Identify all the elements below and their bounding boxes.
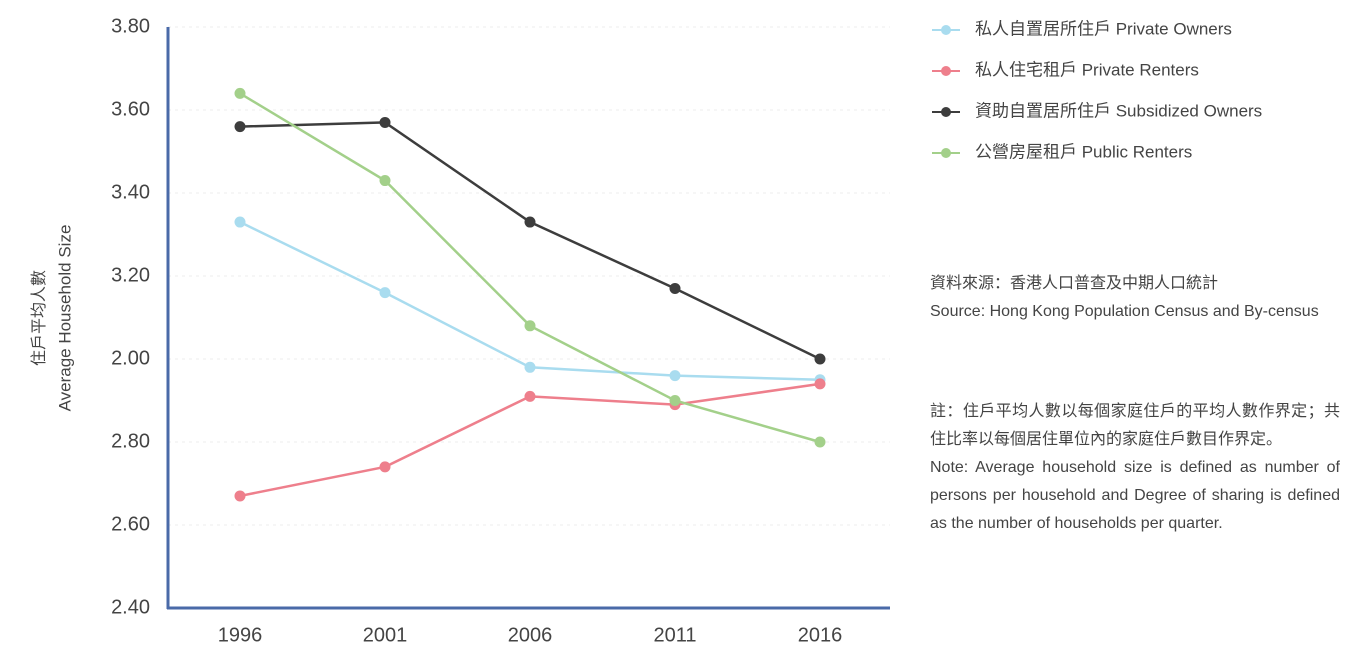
legend-swatch <box>941 25 951 35</box>
source: 資料來源：香港人口普查及中期人口統計 Source: Hong Kong Pop… <box>930 270 1340 326</box>
legend-swatch <box>941 107 951 117</box>
legend-label: 私人住宅租戶 Private Renters <box>975 60 1199 79</box>
source-en: Source: Hong Kong Population Census and … <box>930 303 1319 320</box>
x-tick-label: 1996 <box>218 624 263 645</box>
legend-swatch <box>941 66 951 76</box>
note-zh: 註：住戶平均人數以每個家庭住戶的平均人數作界定；共住比率以每個居住單位內的家庭住… <box>930 403 1340 448</box>
legend-label: 私人自置居所住戶 Private Owners <box>975 19 1232 38</box>
data-point <box>524 320 536 332</box>
y-axis-label: Average Household Size <box>55 225 74 412</box>
data-point <box>379 175 391 187</box>
x-tick-label: 2016 <box>798 624 843 645</box>
data-point <box>669 370 681 382</box>
y-tick-label: 3.60 <box>111 98 150 120</box>
source-zh: 資料來源：香港人口普查及中期人口統計 <box>930 275 1219 292</box>
x-tick-label: 2011 <box>653 624 696 645</box>
data-point <box>669 282 681 294</box>
series-line <box>239 220 821 381</box>
legend-swatch <box>941 148 951 158</box>
y-tick-label: 3.40 <box>111 181 150 203</box>
data-point <box>669 395 681 406</box>
data-point <box>379 461 391 473</box>
data-point <box>524 216 536 228</box>
y-tick-label: 2.00 <box>111 347 150 369</box>
series-line <box>239 92 821 444</box>
y-tick-label: 2.80 <box>111 430 150 452</box>
data-point <box>234 490 246 502</box>
legend-label: 資助自置居所住戶 Subsidized Owners <box>975 101 1262 120</box>
y-tick-label: 3.20 <box>111 264 150 286</box>
note-en: Note: Average household size is defined … <box>930 459 1340 532</box>
data-point <box>234 121 246 133</box>
x-tick-label: 2001 <box>363 624 408 645</box>
data-point <box>814 378 826 390</box>
data-point <box>234 87 246 99</box>
y-tick-label: 2.60 <box>111 513 150 535</box>
x-tick-label: 2006 <box>508 624 553 645</box>
data-point <box>379 287 391 299</box>
y-tick-label: 2.40 <box>111 596 150 618</box>
y-tick-label: 3.80 <box>111 15 150 37</box>
data-point <box>379 116 391 128</box>
data-point <box>814 436 826 448</box>
data-point <box>524 390 536 402</box>
legend-label: 公營房屋租戶 Public Renters <box>975 142 1192 161</box>
data-point <box>814 353 826 365</box>
y-axis-label: 住戶平均人數 <box>30 270 48 366</box>
data-point <box>234 216 246 228</box>
data-point <box>524 361 536 373</box>
note: 註：住戶平均人數以每個家庭住戶的平均人數作界定；共住比率以每個居住單位內的家庭住… <box>930 398 1340 538</box>
